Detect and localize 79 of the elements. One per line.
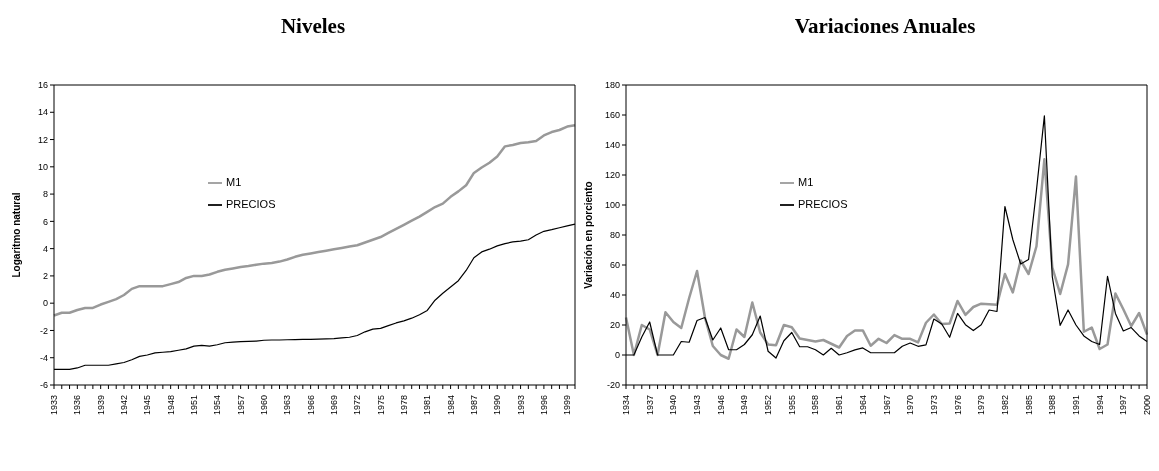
x-tick-label: 1987 (468, 395, 479, 416)
y-tick-label: 8 (42, 189, 48, 200)
y-tick-label: -6 (39, 380, 48, 391)
y-tick-label: 2 (42, 271, 48, 282)
y-tick-label: 6 (42, 216, 48, 227)
y-tick-label: 140 (604, 140, 620, 151)
x-tick-label: 1940 (668, 395, 679, 416)
x-tick-label: 1997 (1118, 395, 1129, 416)
x-tick-label: 1963 (282, 395, 293, 416)
x-tick-label: 1960 (258, 395, 269, 416)
x-tick-label: 1934 (621, 395, 631, 416)
x-tick-label: 1978 (398, 395, 409, 416)
x-tick-label: 1973 (928, 395, 939, 416)
x-tick-label: 1996 (538, 395, 549, 416)
y-tick-label: 0 (614, 350, 620, 361)
x-tick-label: 1967 (881, 395, 892, 416)
x-tick-label: 1955 (786, 395, 797, 416)
x-tick-label: 1972 (352, 395, 363, 416)
x-tick-label: 1946 (715, 395, 726, 416)
legend-label: M1 (798, 176, 814, 188)
x-tick-label: 1948 (165, 395, 176, 416)
y-tick-label: -4 (39, 352, 48, 363)
x-tick-label: 1943 (692, 395, 703, 416)
x-tick-label: 1954 (212, 395, 223, 416)
x-tick-label: 1979 (976, 395, 987, 416)
x-tick-label: 1981 (422, 395, 433, 416)
y-tick-label: 180 (604, 80, 620, 91)
x-tick-label: 1984 (445, 395, 456, 416)
y-tick-label: 80 (609, 230, 620, 241)
y-tick-label: 120 (604, 170, 620, 181)
x-tick-label: 1933 (49, 395, 59, 416)
x-tick-label: 1999 (562, 395, 573, 416)
legend-label: PRECIOS (798, 198, 848, 210)
y-tick-label: 4 (42, 243, 48, 254)
x-tick-label: 1994 (1094, 395, 1105, 416)
line-series (624, 158, 1149, 360)
x-tick-label: 1976 (952, 395, 963, 416)
chart-title: Variaciones Anuales (793, 13, 977, 40)
y-tick-label: -2 (39, 325, 48, 336)
x-tick-label: 1939 (95, 395, 106, 416)
legend-label: PRECIOS (226, 198, 276, 210)
x-tick-label: 1991 (1070, 395, 1081, 416)
x-tick-label: 1970 (905, 395, 916, 416)
y-tick-label: 60 (609, 260, 620, 271)
x-tick-label: 1951 (188, 395, 199, 416)
y-tick-label: 100 (604, 200, 620, 211)
x-tick-label: 1988 (1047, 395, 1058, 416)
y-tick-label: 14 (37, 107, 48, 118)
x-tick-label: 1969 (328, 395, 339, 416)
x-tick-label: 1985 (1023, 395, 1034, 416)
x-tick-label: 1942 (118, 395, 129, 416)
x-tick-label: 1936 (72, 395, 83, 416)
y-tick-label: 10 (37, 162, 48, 173)
y-axis-title: Variación en porciento (582, 181, 594, 289)
x-tick-label: 1952 (763, 395, 774, 416)
y-tick-label: 16 (37, 80, 48, 91)
x-tick-label: 1966 (305, 395, 316, 416)
legend-label: M1 (226, 176, 242, 188)
x-tick-label: 1945 (142, 395, 153, 416)
y-tick-label: 40 (609, 290, 620, 301)
chart-title: Niveles (279, 13, 347, 40)
x-tick-label: 2000 (1142, 395, 1152, 416)
x-tick-label: 1990 (492, 395, 503, 416)
x-tick-label: 1958 (810, 395, 821, 416)
x-tick-label: 1982 (999, 395, 1010, 416)
y-tick-label: 20 (609, 320, 620, 331)
y-axis-title: Logaritmo natural (10, 192, 22, 278)
x-tick-label: 1964 (857, 395, 868, 416)
y-tick-label: -20 (606, 380, 620, 391)
y-tick-label: 0 (42, 298, 48, 309)
x-tick-label: 1975 (375, 395, 386, 416)
x-tick-label: 1949 (739, 395, 750, 416)
y-tick-label: 12 (37, 134, 48, 145)
x-tick-label: 1937 (644, 395, 655, 416)
x-tick-label: 1961 (834, 395, 845, 416)
x-tick-label: 1993 (515, 395, 526, 416)
x-tick-label: 1957 (235, 395, 246, 416)
y-tick-label: 160 (604, 110, 620, 121)
line-series (52, 123, 577, 317)
